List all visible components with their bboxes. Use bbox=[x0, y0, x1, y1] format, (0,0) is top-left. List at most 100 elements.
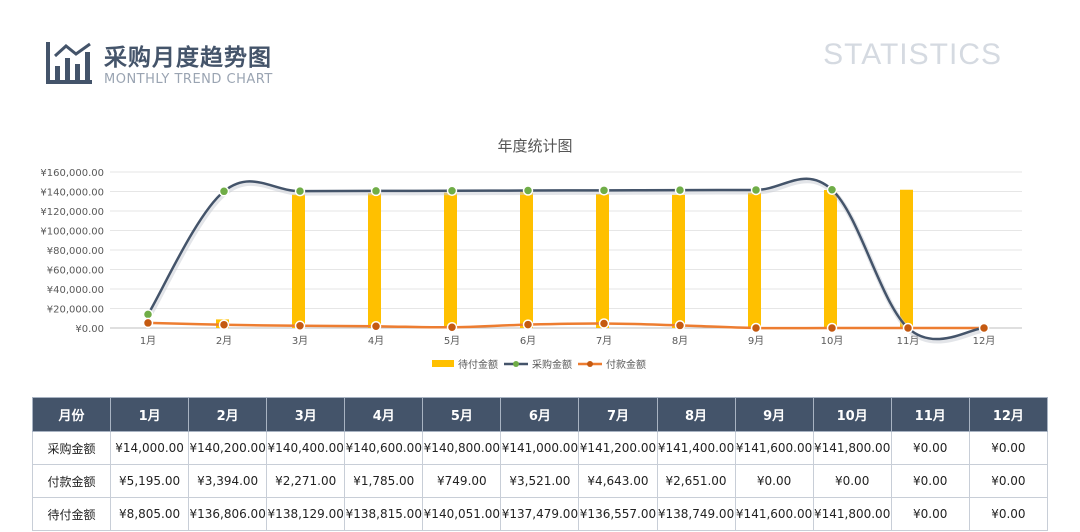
table-cell: ¥749.00 bbox=[422, 464, 502, 498]
table-header-cell: 2月 bbox=[188, 397, 268, 432]
purchase-point bbox=[598, 185, 610, 196]
y-tick-label: ¥60,000.00 bbox=[47, 266, 104, 277]
bar-pending-amount bbox=[444, 192, 457, 328]
monthly-data-table: 月份 1月 2月 3月 4月 5月 6月 7月 8月 9月 10月 11月 12月 采购金额 ¥14,00… bbox=[31, 397, 1049, 531]
x-tick-label: 3月 bbox=[292, 335, 308, 347]
table-cell: ¥140,400.00 bbox=[266, 431, 346, 465]
table-cell: ¥0.00 bbox=[890, 464, 970, 498]
y-tick-label: ¥100,000.00 bbox=[40, 227, 104, 238]
legend-label: 采购金额 bbox=[532, 358, 572, 371]
bar-pending-amount bbox=[748, 192, 761, 328]
payment-point bbox=[826, 322, 838, 334]
table-cell: ¥140,200.00 bbox=[188, 431, 268, 465]
x-tick-label: 12月 bbox=[973, 335, 996, 347]
chart-title: 年度统计图 bbox=[497, 137, 573, 155]
table-cell: ¥1,785.00 bbox=[344, 464, 424, 498]
payment-point bbox=[370, 321, 382, 332]
page-subtitle: MONTHLY TREND CHART bbox=[104, 72, 273, 87]
y-tick-label: ¥140,000.00 bbox=[40, 188, 104, 199]
table-cell: ¥140,600.00 bbox=[344, 431, 424, 465]
payment-point bbox=[674, 320, 686, 331]
purchase-point bbox=[674, 184, 686, 196]
table-cell: ¥5,195.00 bbox=[110, 464, 190, 498]
table-cell: ¥3,521.00 bbox=[500, 464, 580, 498]
x-tick-label: 9月 bbox=[748, 335, 764, 347]
table-header-cell: 3月 bbox=[266, 397, 346, 432]
table-cell: ¥141,200.00 bbox=[578, 431, 658, 465]
legend-swatch-marker bbox=[513, 361, 519, 367]
table-cell: ¥8,805.00 bbox=[110, 497, 190, 531]
payment-point bbox=[294, 320, 306, 332]
table-cell: ¥14,000.00 bbox=[110, 431, 190, 465]
payment-point bbox=[218, 319, 230, 330]
table-cell: ¥141,600.00 bbox=[734, 431, 814, 465]
x-tick-label: 8月 bbox=[672, 335, 688, 347]
table-header-cell: 8月 bbox=[656, 397, 736, 432]
y-tick-label: ¥80,000.00 bbox=[47, 246, 104, 257]
x-tick-label: 1月 bbox=[140, 335, 156, 347]
table-header-row: 月份 1月 2月 3月 4月 5月 6月 7月 8月 9月 10月 11月 12月 bbox=[31, 397, 1049, 432]
bar-pending-amount bbox=[520, 191, 533, 328]
bar-pending-amount bbox=[596, 193, 609, 328]
statistics-label: STATISTICS bbox=[823, 38, 1002, 71]
table-header-cell: 7月 bbox=[578, 397, 658, 432]
x-tick-label: 10月 bbox=[821, 335, 844, 347]
legend-label: 付款金额 bbox=[606, 358, 646, 371]
table-cell: ¥137,479.00 bbox=[500, 497, 580, 531]
table-cell: ¥138,129.00 bbox=[266, 497, 346, 531]
table-header-cell: 5月 bbox=[422, 397, 502, 432]
table-cell: ¥0.00 bbox=[890, 431, 970, 465]
table-row: 待付金额 ¥8,805.00 ¥136,806.00 ¥138,129.00 ¥138,… bbox=[31, 497, 1049, 531]
payment-amount-line bbox=[147, 321, 984, 330]
table-row: 采购金额 ¥14,000.00 ¥140,200.00 ¥140,400.00 ¥140… bbox=[31, 431, 1049, 465]
payment-point bbox=[598, 318, 610, 329]
payment-point bbox=[446, 322, 458, 333]
x-tick-label: 11月 bbox=[897, 335, 920, 347]
table-cell: ¥2,271.00 bbox=[266, 464, 346, 498]
purchase-point bbox=[826, 184, 838, 195]
table-cell: ¥3,394.00 bbox=[188, 464, 268, 498]
x-tick-label: 5月 bbox=[444, 335, 460, 347]
table-cell: ¥141,000.00 bbox=[500, 431, 580, 465]
table-header-cell: 9月 bbox=[734, 397, 814, 432]
table-header-cell: 4月 bbox=[344, 397, 424, 432]
bar-pending-amount bbox=[292, 194, 305, 328]
table-cell: ¥141,600.00 bbox=[734, 497, 814, 531]
table-cell: ¥138,815.00 bbox=[344, 497, 424, 531]
table-cell: ¥141,400.00 bbox=[656, 431, 736, 465]
table-row: 付款金额 ¥5,195.00 ¥3,394.00 ¥2,271.00 ¥1,785.00… bbox=[31, 464, 1049, 498]
purchase-point bbox=[750, 184, 762, 196]
purchase-point bbox=[370, 185, 382, 197]
table-cell: ¥0.00 bbox=[734, 464, 814, 498]
payment-point bbox=[522, 319, 534, 330]
table-cell: ¥140,051.00 bbox=[422, 497, 502, 531]
table-cell: ¥0.00 bbox=[968, 431, 1049, 465]
table-cell: ¥138,749.00 bbox=[656, 497, 736, 531]
payment-point bbox=[902, 322, 914, 334]
bar-pending-amount bbox=[824, 189, 837, 328]
table-row-label: 付款金额 bbox=[31, 464, 112, 498]
table-cell: ¥0.00 bbox=[812, 464, 892, 498]
table-row-label: 待付金额 bbox=[31, 497, 112, 531]
page-title: 采购月度趋势图 bbox=[104, 45, 272, 71]
bar-pending-amount bbox=[368, 193, 381, 328]
table-cell: ¥0.00 bbox=[968, 497, 1049, 531]
purchase-point bbox=[294, 185, 306, 197]
x-tick-label: 7月 bbox=[596, 335, 612, 347]
y-tick-label: ¥120,000.00 bbox=[40, 207, 104, 218]
legend-swatch-bar bbox=[432, 360, 454, 367]
purchase-point bbox=[446, 185, 458, 196]
table-row-label: 采购金额 bbox=[31, 431, 112, 465]
table-cell: ¥4,643.00 bbox=[578, 464, 658, 498]
y-tick-label: ¥0.00 bbox=[75, 324, 104, 335]
table-cell: ¥136,806.00 bbox=[188, 497, 268, 531]
x-tick-label: 6月 bbox=[520, 335, 536, 347]
bar-pending-amount bbox=[672, 194, 685, 328]
purchase-amount-line bbox=[146, 177, 985, 341]
purchase-line-shadow bbox=[146, 178, 986, 344]
legend-swatch-marker bbox=[587, 361, 593, 367]
payment-point bbox=[142, 317, 154, 329]
table-cell: ¥141,800.00 bbox=[812, 431, 892, 465]
table-header-cell: 1月 bbox=[110, 397, 190, 432]
purchase-point bbox=[218, 186, 230, 197]
